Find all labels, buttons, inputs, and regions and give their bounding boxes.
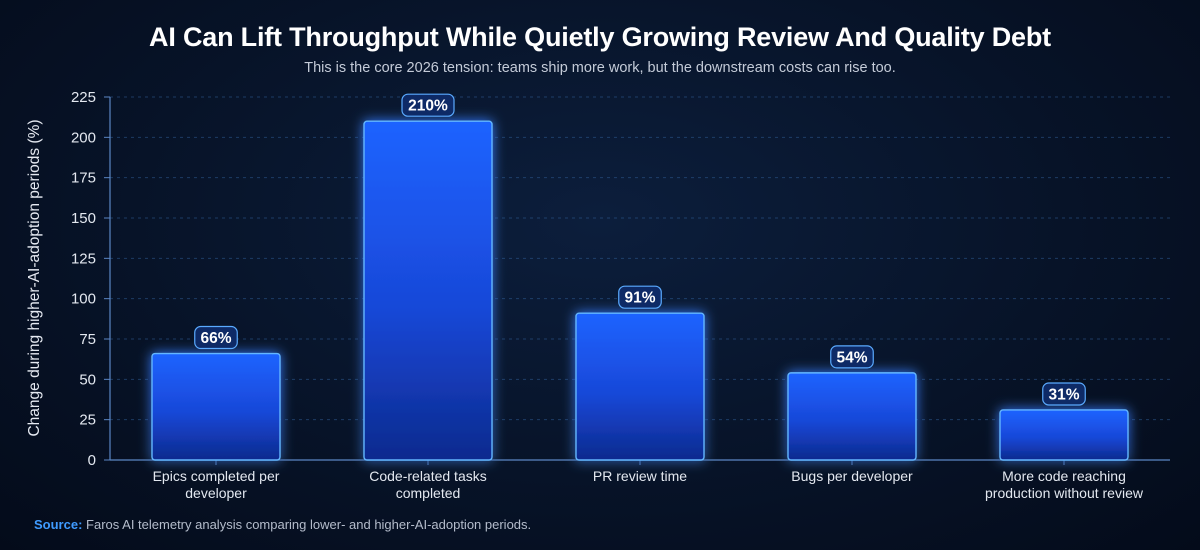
data-label: 91%: [624, 290, 655, 307]
y-tick-label: 75: [79, 331, 96, 348]
x-tick-label: completed: [396, 485, 461, 501]
bar: [999, 409, 1129, 461]
x-tick-label: More code reaching: [1002, 468, 1126, 484]
y-tick-label: 0: [88, 452, 96, 469]
chart-title: AI Can Lift Throughput While Quietly Gro…: [149, 22, 1051, 52]
data-label: 210%: [408, 98, 448, 115]
y-tick-label: 50: [79, 371, 96, 388]
data-label: 66%: [200, 330, 231, 347]
data-label: 54%: [836, 349, 867, 366]
source-label: Source:: [34, 517, 83, 532]
data-label-pill: [194, 325, 238, 350]
x-tick-label: Epics completed per: [153, 468, 280, 484]
y-tick-label: 25: [79, 412, 96, 429]
x-tick-label: PR review time: [593, 468, 687, 484]
y-tick-label: 225: [71, 89, 96, 106]
data-label-pill: [1042, 382, 1086, 406]
x-tick-label: developer: [185, 485, 247, 501]
data-label: 31%: [1048, 386, 1079, 403]
data-label-pill: [830, 345, 874, 369]
y-tick-label: 150: [71, 210, 96, 227]
bar: [787, 372, 917, 461]
y-tick-label: 100: [71, 291, 96, 308]
bar: [363, 120, 493, 461]
bar: [151, 352, 281, 461]
y-tick-label: 125: [71, 250, 96, 267]
y-tick-label: 200: [71, 129, 96, 146]
axes: 0 25 50 75 100 125 150 175 200 225: [71, 89, 1170, 469]
bar: [575, 312, 705, 461]
gridlines: [110, 96, 1170, 421]
y-tick-label: 175: [71, 170, 96, 187]
chart-subtitle: This is the core 2026 tension: teams shi…: [304, 60, 896, 76]
bars: [151, 120, 1129, 461]
source-note: Source: Faros AI telemetry analysis comp…: [34, 517, 531, 532]
data-label-pill: [618, 285, 662, 309]
x-tick-label: Code-related tasks: [369, 468, 487, 484]
x-tick-label: production without review: [985, 485, 1144, 501]
x-tick-label: Bugs per developer: [791, 468, 913, 484]
data-label-pill: [401, 93, 455, 117]
source-text: Faros AI telemetry analysis comparing lo…: [86, 517, 532, 532]
